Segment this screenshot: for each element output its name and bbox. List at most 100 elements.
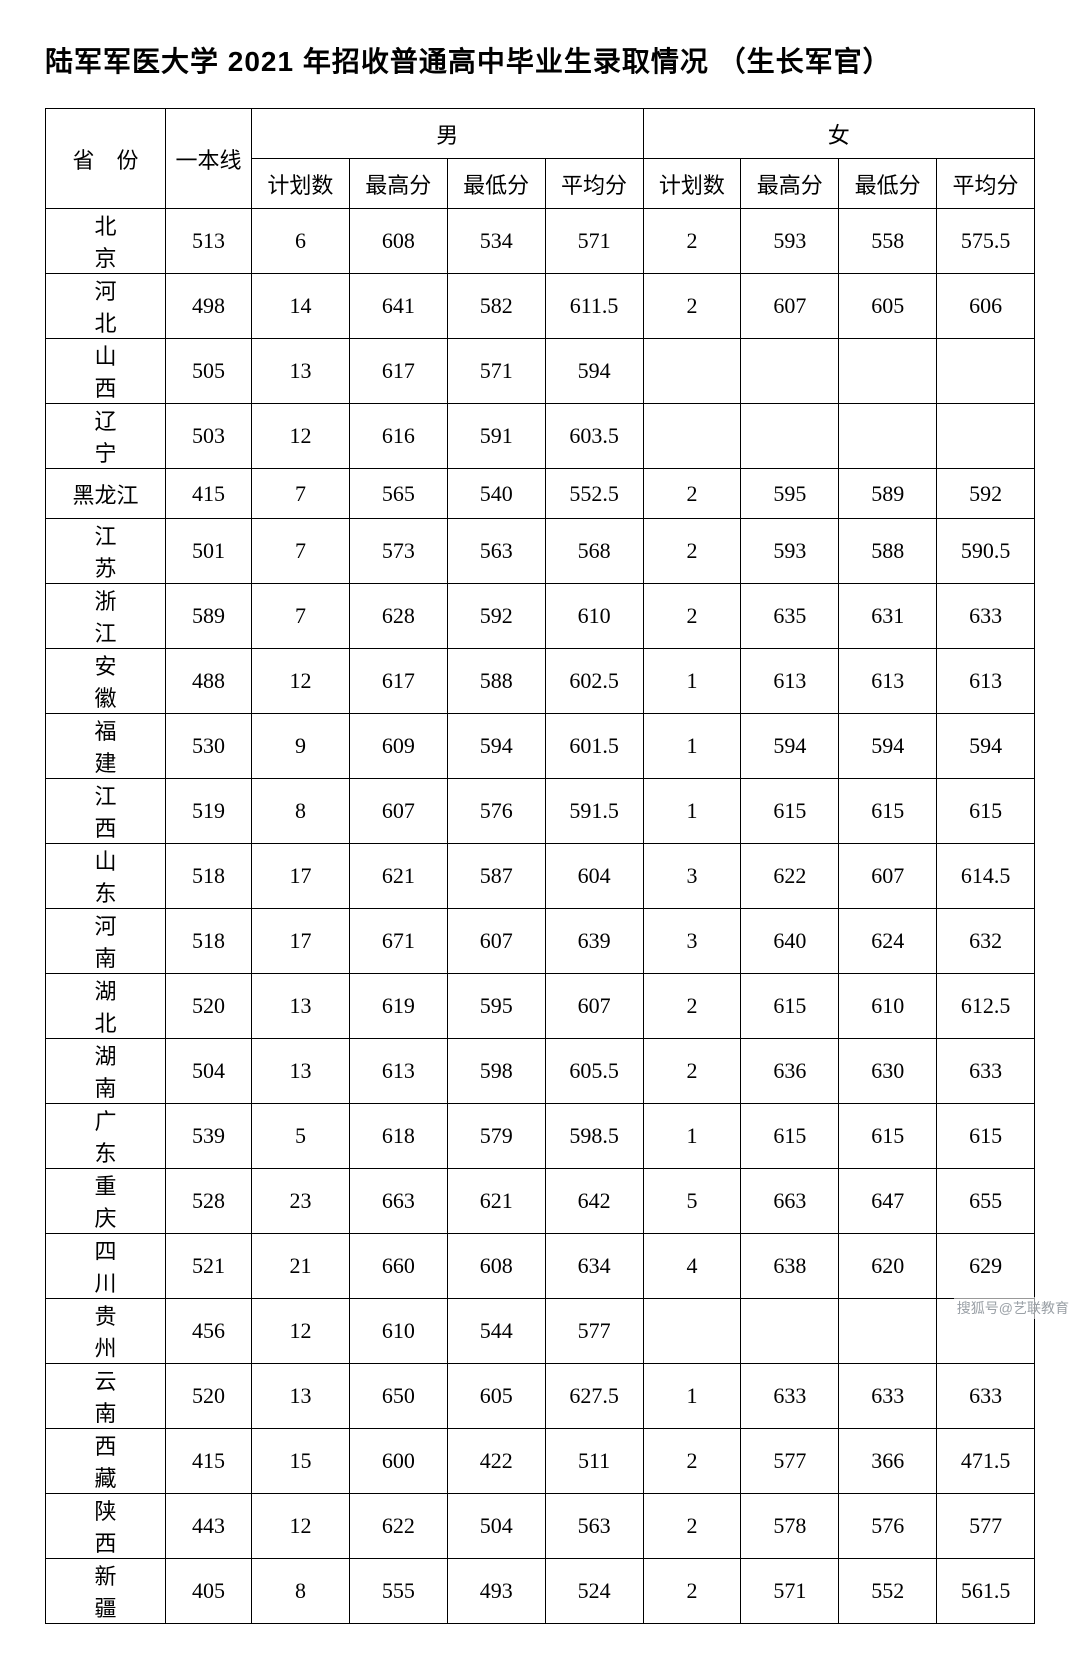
cell-m_plan: 8	[252, 1559, 350, 1624]
cell-f_max: 594	[741, 714, 839, 779]
cell-f_min: 613	[839, 649, 937, 714]
cell-f_max: 615	[741, 1104, 839, 1169]
cell-m_max: 671	[349, 909, 447, 974]
cell-f_max: 607	[741, 274, 839, 339]
cell-m_plan: 7	[252, 469, 350, 519]
table-row: 新疆40585554935242571552561.5	[46, 1559, 1035, 1624]
header-female: 女	[643, 109, 1035, 159]
cell-f_avg: 633	[937, 1039, 1035, 1104]
cell-m_plan: 9	[252, 714, 350, 779]
cell-f_min: 647	[839, 1169, 937, 1234]
cell-f_min: 633	[839, 1364, 937, 1429]
cell-f_max: 577	[741, 1429, 839, 1494]
cell-m_avg: 601.5	[545, 714, 643, 779]
table-row: 四川521216606086344638620629	[46, 1234, 1035, 1299]
cell-line: 498	[166, 274, 252, 339]
cell-f_avg: 615	[937, 779, 1035, 844]
cell-f_min: 624	[839, 909, 937, 974]
cell-f_avg: 614.5	[937, 844, 1035, 909]
table-row: 辽宁50312616591603.5	[46, 404, 1035, 469]
cell-f_plan: 1	[643, 649, 741, 714]
cell-m_plan: 17	[252, 844, 350, 909]
table-row: 广东5395618579598.51615615615	[46, 1104, 1035, 1169]
cell-m_plan: 13	[252, 1039, 350, 1104]
cell-m_avg: 598.5	[545, 1104, 643, 1169]
cell-province: 黑龙江	[46, 469, 166, 519]
cell-m_avg: 594	[545, 339, 643, 404]
header-male-min: 最低分	[447, 159, 545, 209]
cell-f_min: 631	[839, 584, 937, 649]
cell-m_min: 592	[447, 584, 545, 649]
cell-f_plan: 2	[643, 974, 741, 1039]
cell-province: 浙江	[46, 584, 166, 649]
cell-f_max: 595	[741, 469, 839, 519]
cell-province: 山西	[46, 339, 166, 404]
header-province: 省 份	[46, 109, 166, 209]
cell-f_min: 576	[839, 1494, 937, 1559]
cell-f_max: 615	[741, 974, 839, 1039]
cell-f_min: 558	[839, 209, 937, 274]
cell-m_plan: 12	[252, 649, 350, 714]
cell-f_plan: 1	[643, 779, 741, 844]
table-row: 西藏415156004225112577366471.5	[46, 1429, 1035, 1494]
cell-f_min: 615	[839, 1104, 937, 1169]
cell-f_min: 615	[839, 779, 937, 844]
cell-m_max: 573	[349, 519, 447, 584]
header-male-max: 最高分	[349, 159, 447, 209]
table-row: 重庆528236636216425663647655	[46, 1169, 1035, 1234]
cell-m_min: 563	[447, 519, 545, 584]
cell-f_plan	[643, 1299, 741, 1364]
cell-m_max: 617	[349, 649, 447, 714]
cell-m_plan: 12	[252, 1299, 350, 1364]
cell-province: 河南	[46, 909, 166, 974]
cell-m_min: 607	[447, 909, 545, 974]
cell-line: 518	[166, 909, 252, 974]
table-row: 福建5309609594601.51594594594	[46, 714, 1035, 779]
cell-m_avg: 563	[545, 1494, 643, 1559]
cell-line: 530	[166, 714, 252, 779]
cell-line: 443	[166, 1494, 252, 1559]
cell-m_plan: 13	[252, 339, 350, 404]
cell-m_avg: 577	[545, 1299, 643, 1364]
cell-m_avg: 627.5	[545, 1364, 643, 1429]
cell-m_plan: 17	[252, 909, 350, 974]
cell-m_max: 622	[349, 1494, 447, 1559]
cell-province: 四川	[46, 1234, 166, 1299]
cell-f_plan: 1	[643, 1104, 741, 1169]
cell-m_avg: 634	[545, 1234, 643, 1299]
table-row: 江西5198607576591.51615615615	[46, 779, 1035, 844]
cell-province: 安徽	[46, 649, 166, 714]
cell-f_max	[741, 339, 839, 404]
cell-m_min: 540	[447, 469, 545, 519]
cell-f_max: 663	[741, 1169, 839, 1234]
header-male-plan: 计划数	[252, 159, 350, 209]
cell-m_plan: 7	[252, 584, 350, 649]
cell-province: 江西	[46, 779, 166, 844]
cell-m_avg: 603.5	[545, 404, 643, 469]
cell-f_avg: 471.5	[937, 1429, 1035, 1494]
cell-line: 501	[166, 519, 252, 584]
page-title: 陆军军医大学 2021 年招收普通高中毕业生录取情况 （生长军官）	[45, 40, 1035, 80]
cell-m_plan: 21	[252, 1234, 350, 1299]
table-row: 湖北520136195956072615610612.5	[46, 974, 1035, 1039]
cell-m_min: 544	[447, 1299, 545, 1364]
cell-line: 520	[166, 1364, 252, 1429]
cell-m_min: 534	[447, 209, 545, 274]
cell-m_plan: 12	[252, 404, 350, 469]
cell-line: 503	[166, 404, 252, 469]
cell-m_plan: 23	[252, 1169, 350, 1234]
header-line: 一本线	[166, 109, 252, 209]
cell-m_min: 605	[447, 1364, 545, 1429]
cell-f_avg: 629	[937, 1234, 1035, 1299]
table-row: 黑龙江4157565540552.52595589592	[46, 469, 1035, 519]
cell-line: 504	[166, 1039, 252, 1104]
cell-f_plan: 2	[643, 519, 741, 584]
cell-m_min: 588	[447, 649, 545, 714]
cell-f_avg: 561.5	[937, 1559, 1035, 1624]
cell-m_avg: 591.5	[545, 779, 643, 844]
header-female-avg: 平均分	[937, 159, 1035, 209]
cell-m_min: 595	[447, 974, 545, 1039]
cell-f_max: 635	[741, 584, 839, 649]
cell-f_min: 594	[839, 714, 937, 779]
cell-f_max: 593	[741, 519, 839, 584]
